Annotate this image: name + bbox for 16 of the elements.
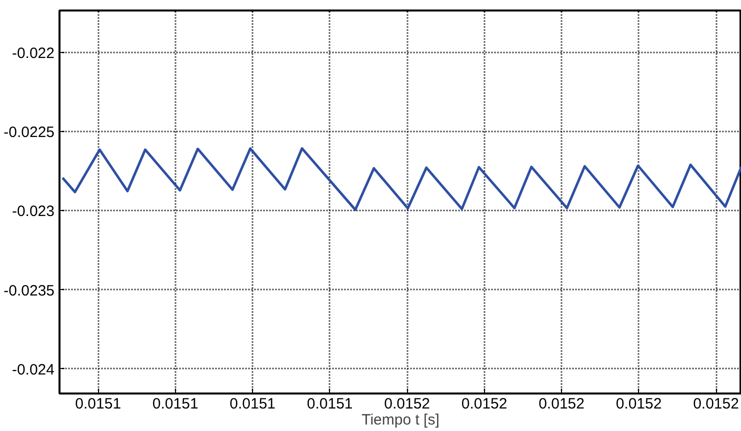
x-tick-label: 0.0152 bbox=[616, 396, 662, 412]
y-tick-label: -0.0235 bbox=[4, 282, 54, 300]
x-tick-label: 0.0152 bbox=[461, 396, 508, 412]
line-series bbox=[61, 147, 741, 211]
y-tick-label: -0.0225 bbox=[4, 124, 54, 142]
x-tick-label: 0.0151 bbox=[152, 396, 198, 412]
x-axis-title: Tiempo t [s] bbox=[362, 412, 440, 428]
x-tick-label: 0.0152 bbox=[538, 396, 584, 412]
x-tick-label: 0.0151 bbox=[230, 396, 276, 412]
x-tick-label: 0.0151 bbox=[306, 396, 353, 412]
x-tick-label: 0.0152 bbox=[693, 396, 739, 412]
x-tick-label: 0.0151 bbox=[75, 396, 122, 412]
y-tick-label: -0.024 bbox=[12, 361, 55, 378]
y-tick-label: -0.023 bbox=[12, 203, 55, 220]
y-tick-label: -0.022 bbox=[12, 45, 55, 62]
x-tick-label: 0.0152 bbox=[384, 396, 430, 412]
